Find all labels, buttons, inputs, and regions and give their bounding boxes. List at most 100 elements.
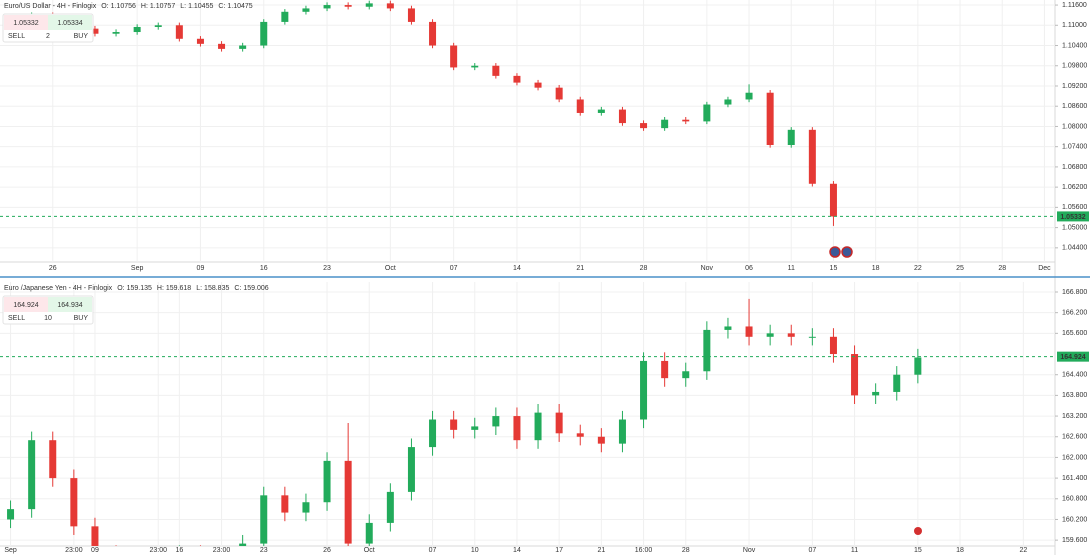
y-tick-label: 164.400 <box>1062 372 1087 379</box>
x-tick-label: 11 <box>788 265 795 272</box>
chart-title: Euro/US Dollar - 4H - Finlogix <box>4 3 97 10</box>
candle-body <box>640 123 648 129</box>
chart-title: Euro /Japanese Yen - 4H - Finlogix <box>4 285 113 292</box>
x-tick-label: 15 <box>830 265 838 272</box>
x-tick-label: 26 <box>323 547 331 554</box>
candle-body <box>196 38 204 44</box>
x-tick-label: 16 <box>260 265 268 272</box>
x-tick-label: 14 <box>513 547 521 554</box>
buy-button[interactable] <box>48 15 92 30</box>
candles <box>7 0 837 226</box>
ohlc-name: C: <box>234 285 241 292</box>
x-tick-label: 28 <box>998 265 1006 272</box>
candle-body <box>829 183 837 217</box>
candle-body <box>661 119 669 129</box>
last-price-tag <box>1057 211 1089 222</box>
ohlc-value: 1.10756 <box>111 3 136 10</box>
ohlc-name: L: <box>196 285 202 292</box>
candle-body <box>640 360 648 420</box>
x-tick-label: 10 <box>471 547 479 554</box>
candle-body <box>154 25 162 27</box>
candle-body <box>703 329 711 372</box>
candle-body <box>429 419 437 448</box>
event-flags <box>829 246 853 258</box>
y-tick-label: 166.200 <box>1062 310 1087 317</box>
candle-body <box>386 3 394 9</box>
candle-body <box>281 495 289 513</box>
candle-body <box>576 99 584 113</box>
x-tick-label: 07 <box>450 265 458 272</box>
x-tick-label: Sep <box>131 265 144 272</box>
candle-body <box>70 478 78 527</box>
y-tick-label: 1.04400 <box>1062 245 1087 252</box>
ohlc-name: L: <box>180 3 186 10</box>
candle-body <box>7 509 15 520</box>
candle-body <box>407 8 415 22</box>
x-tick-label: Nov <box>743 547 756 554</box>
x-tick-label: 25 <box>956 265 964 272</box>
ohlc-name: H: <box>141 3 148 10</box>
candle-body <box>302 502 310 513</box>
event-marker[interactable] <box>914 527 922 535</box>
ohlc-value: 1.10455 <box>188 3 213 10</box>
buy-price: 164.934 <box>57 302 82 309</box>
us-flag-icon[interactable] <box>841 246 853 258</box>
y-tick-label: 166.800 <box>1062 289 1087 296</box>
buy-label[interactable]: BUY <box>74 33 89 40</box>
candle-body <box>260 495 268 544</box>
candle-body <box>787 333 795 337</box>
ohlc-name: H: <box>157 285 164 292</box>
candle-body <box>49 440 57 479</box>
candle-body <box>724 326 732 330</box>
y-tick-label: 162.000 <box>1062 454 1087 461</box>
x-tick-label: 23 <box>323 265 331 272</box>
ohlc-name: O: <box>117 285 124 292</box>
y-tick-label: 162.600 <box>1062 434 1087 441</box>
candle-body <box>133 26 141 33</box>
buy-button[interactable] <box>48 297 92 312</box>
candle-body <box>260 21 268 46</box>
candle-body <box>724 99 732 105</box>
sell-label[interactable]: SELL <box>8 33 25 40</box>
x-tick-label: 16:00 <box>635 547 653 554</box>
candle-body <box>28 440 36 510</box>
x-tick-label: 28 <box>640 265 648 272</box>
candle-body <box>682 119 690 122</box>
buy-price: 1.05334 <box>57 20 82 27</box>
y-tick-label: 1.11000 <box>1062 22 1087 29</box>
quantity[interactable]: 2 <box>46 33 50 40</box>
candle-body <box>851 354 859 396</box>
x-tick-label: 21 <box>597 547 605 554</box>
candle-body <box>682 371 690 379</box>
candle-body <box>429 21 437 46</box>
y-tick-label: 159.600 <box>1062 537 1087 544</box>
sell-button[interactable] <box>4 297 48 312</box>
candle-body <box>91 526 99 546</box>
candle-body <box>555 87 563 100</box>
buy-label[interactable]: BUY <box>74 315 89 322</box>
sell-button[interactable] <box>4 15 48 30</box>
candle-body <box>893 374 901 392</box>
x-tick-label: 22 <box>914 265 922 272</box>
candle-body <box>808 129 816 184</box>
x-tick-label: 28 <box>682 547 690 554</box>
x-tick-label: 22 <box>1019 547 1027 554</box>
candle-body <box>618 109 626 124</box>
candle-body <box>534 82 542 88</box>
sell-label[interactable]: SELL <box>8 315 25 322</box>
ohlc-name: C: <box>218 3 225 10</box>
candles <box>7 298 922 546</box>
candle-body <box>302 8 310 12</box>
y-tick-label: 1.05600 <box>1062 204 1087 211</box>
y-tick-label: 1.08600 <box>1062 103 1087 110</box>
candle-body <box>576 433 584 437</box>
us-flag-icon[interactable] <box>829 246 841 258</box>
quantity[interactable]: 10 <box>44 315 52 322</box>
x-tick-label: 09 <box>197 265 205 272</box>
candle-body <box>344 5 352 7</box>
ohlc-value: 159.006 <box>243 285 268 292</box>
ohlc-name: O: <box>101 3 108 10</box>
x-tick-label: 18 <box>956 547 964 554</box>
x-tick-label: 23:00 <box>213 547 231 554</box>
candle-body <box>344 460 352 544</box>
